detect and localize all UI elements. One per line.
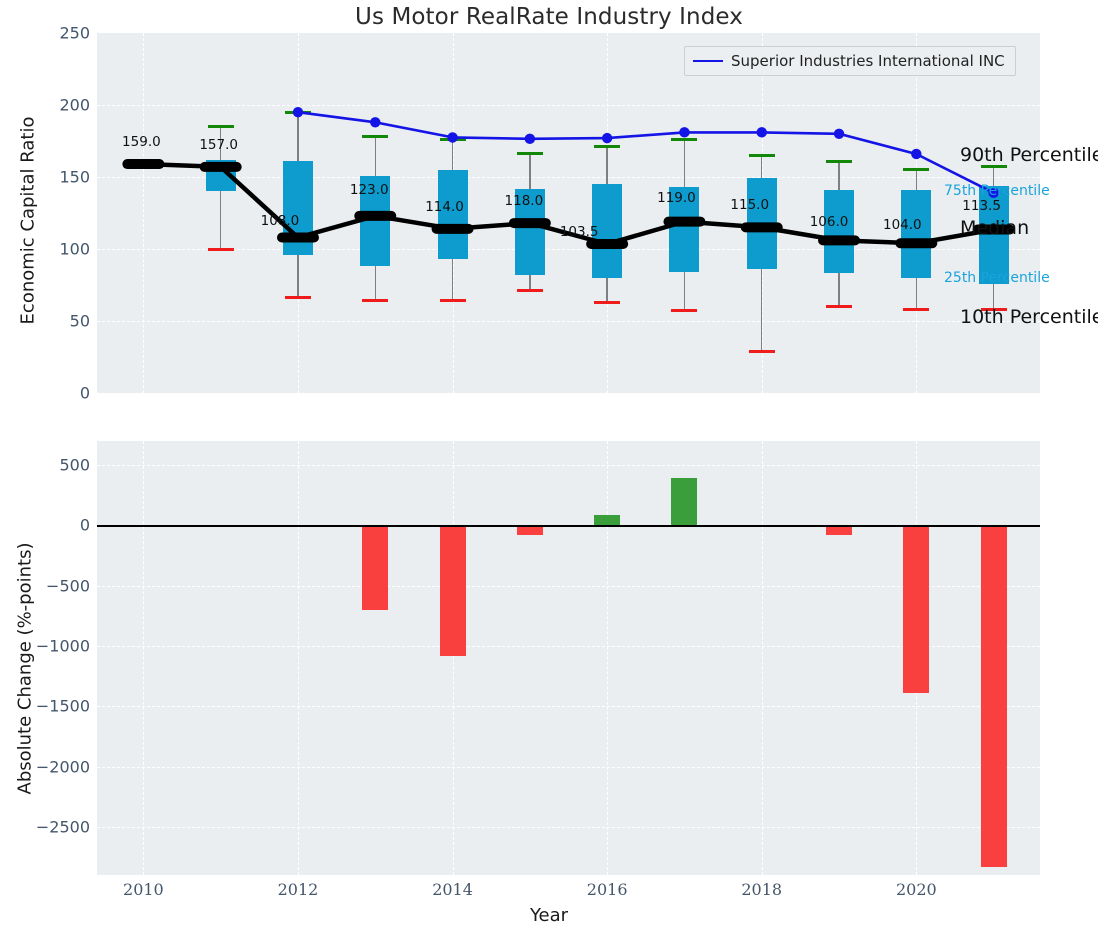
- cap-10th-percentile: [362, 299, 388, 302]
- cap-90th-percentile: [517, 152, 543, 155]
- cap-90th-percentile: [130, 161, 156, 164]
- box-iqr: [747, 178, 777, 269]
- cap-90th-percentile: [285, 111, 311, 114]
- cap-90th-percentile: [208, 125, 234, 128]
- median-value-label: 118.0: [505, 193, 544, 209]
- median-value-label: 106.0: [810, 214, 849, 230]
- cap-10th-percentile: [208, 248, 234, 251]
- change-bar: [671, 478, 697, 525]
- legend[interactable]: Superior Industries International INC: [684, 46, 1016, 76]
- gridline: [298, 441, 299, 875]
- median-value-label: 108.0: [261, 213, 300, 229]
- cap-90th-percentile: [440, 138, 466, 141]
- y-tick-label: −2500: [20, 817, 90, 836]
- gridline: [97, 646, 1040, 647]
- annotation-90th-percentile: 90th Percentile: [960, 144, 1098, 166]
- median-value-label: 113.5: [962, 198, 1001, 214]
- median-value-label: 157.0: [199, 137, 238, 153]
- box-iqr: [824, 190, 854, 274]
- median-value-label: 104.0: [883, 217, 922, 233]
- box-iqr: [283, 161, 313, 255]
- cap-90th-percentile: [671, 138, 697, 141]
- change-bar: [594, 515, 620, 525]
- gridline: [453, 441, 454, 875]
- change-bar: [362, 525, 388, 609]
- median-value-label: 115.0: [730, 197, 769, 213]
- bottom-y-axis-label: Absolute Change (%-points): [15, 519, 36, 819]
- annotation-25th-percentile: 25th Percentile: [944, 270, 1050, 286]
- cap-10th-percentile: [826, 305, 852, 308]
- change-bar: [440, 525, 466, 655]
- gridline: [97, 177, 1040, 178]
- median-value-label: 114.0: [425, 199, 464, 215]
- gridline: [97, 465, 1040, 466]
- y-tick-label: 250: [20, 24, 90, 43]
- gridline: [762, 441, 763, 875]
- x-tick-label: 2012: [263, 880, 333, 899]
- gridline: [143, 441, 144, 875]
- x-tick-label: 2016: [572, 880, 642, 899]
- page-title: Us Motor RealRate Industry Index: [0, 4, 1098, 30]
- cap-90th-percentile: [903, 168, 929, 171]
- gridline: [97, 586, 1040, 587]
- box-iqr: [206, 160, 236, 192]
- chart-root: Us Motor RealRate Industry Index 0501001…: [0, 0, 1098, 942]
- gridline: [97, 321, 1040, 322]
- x-tick-label: 2010: [108, 880, 178, 899]
- gridline: [143, 33, 144, 393]
- cap-10th-percentile: [440, 299, 466, 302]
- legend-label: Superior Industries International INC: [731, 52, 1005, 70]
- median-value-label: 103.5: [560, 224, 599, 240]
- cap-10th-percentile: [903, 308, 929, 311]
- change-bar: [981, 525, 1007, 866]
- cap-10th-percentile: [517, 289, 543, 292]
- median-value-label: 123.0: [350, 182, 389, 198]
- legend-line-swatch: [693, 60, 723, 62]
- change-bar: [903, 525, 929, 693]
- annotation-median: Median: [960, 217, 1029, 239]
- median-value-label: 119.0: [657, 190, 696, 206]
- gridline: [607, 441, 608, 875]
- cap-10th-percentile: [594, 301, 620, 304]
- cap-90th-percentile: [826, 160, 852, 163]
- gridline: [97, 249, 1040, 250]
- annotation-10th-percentile: 10th Percentile: [960, 306, 1098, 328]
- cap-10th-percentile: [285, 296, 311, 299]
- annotation-75th-percentile: 75th Percentile: [944, 183, 1050, 199]
- top-y-axis-label: Economic Capital Ratio: [18, 91, 39, 351]
- x-tick-label: 2018: [727, 880, 797, 899]
- zero-baseline: [97, 525, 1040, 527]
- x-tick-label: 2014: [418, 880, 488, 899]
- x-tick-label: 2020: [881, 880, 951, 899]
- top-plot-panel: [97, 33, 1040, 393]
- cap-90th-percentile: [749, 154, 775, 157]
- gridline: [97, 706, 1040, 707]
- cap-10th-percentile: [749, 350, 775, 353]
- gridline: [97, 105, 1040, 106]
- cap-10th-percentile: [671, 309, 697, 312]
- y-tick-label: 500: [20, 456, 90, 475]
- box-iqr: [901, 190, 931, 278]
- bottom-plot-panel: [97, 441, 1040, 875]
- gridline: [97, 767, 1040, 768]
- gridline: [97, 393, 1040, 394]
- gridline: [97, 827, 1040, 828]
- median-value-label: 159.0: [122, 134, 161, 150]
- x-axis-label: Year: [0, 905, 1098, 926]
- cap-90th-percentile: [362, 135, 388, 138]
- cap-90th-percentile: [594, 145, 620, 148]
- y-tick-label: 0: [20, 384, 90, 403]
